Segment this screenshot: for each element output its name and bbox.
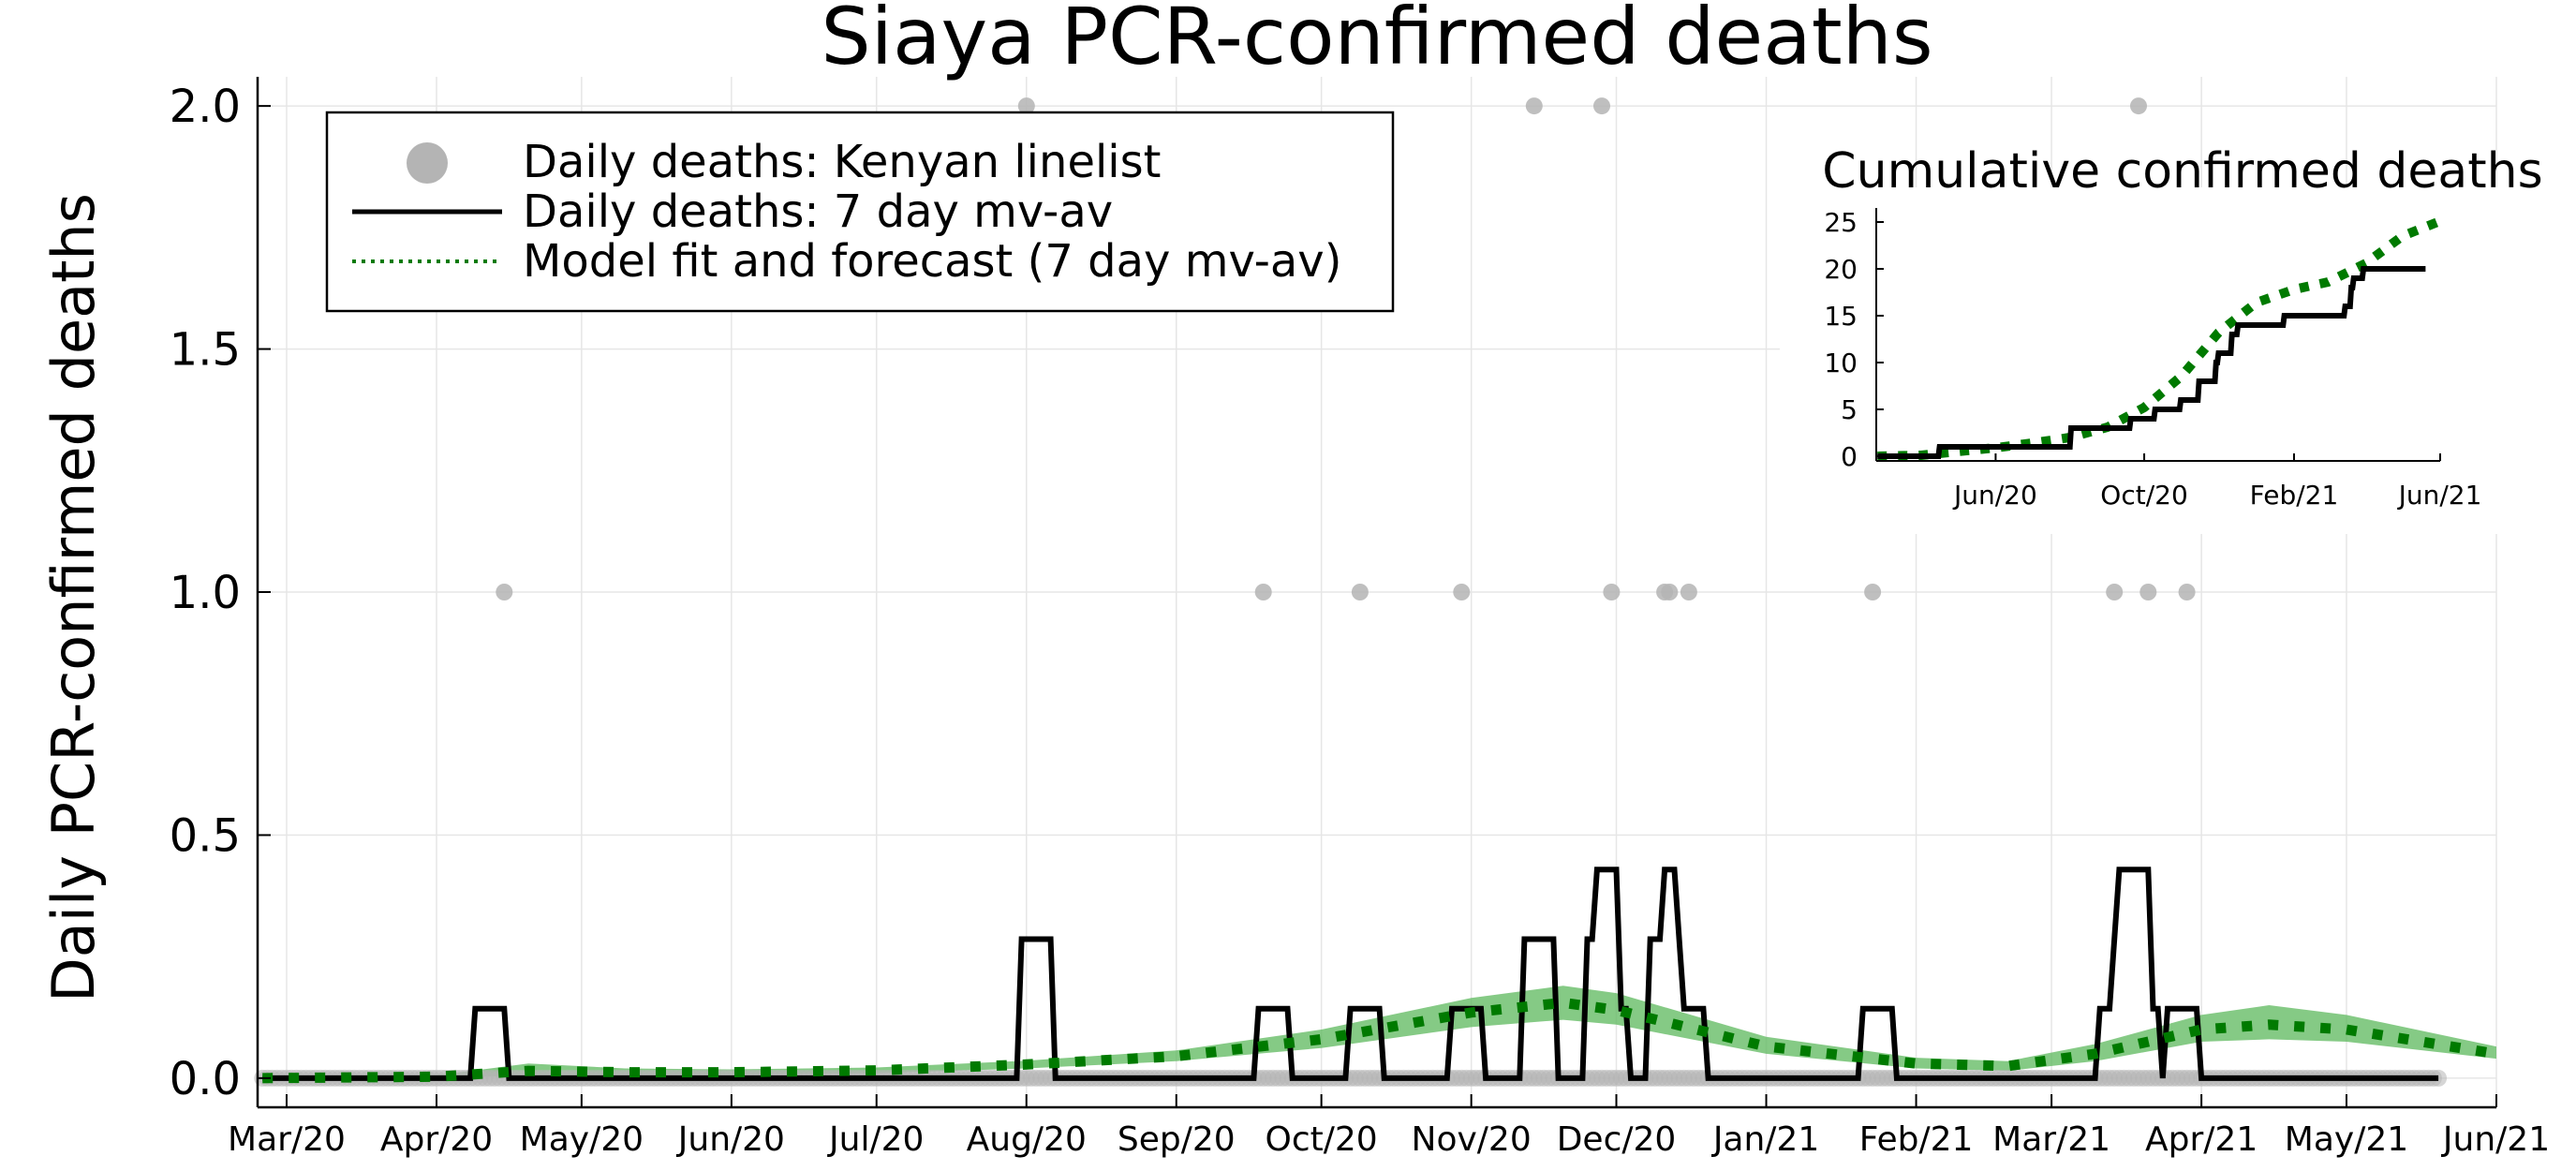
main-x-tick-label-13: Apr/21 [2145, 1120, 2258, 1159]
main-x-tick-label-7: Oct/20 [1266, 1120, 1378, 1159]
inset-y-tick-label-2: 10 [1824, 348, 1858, 378]
inset-x-tick-label-3: Jun/21 [2397, 480, 2482, 511]
inset-y-ticks: 0 5 10 15 20 25 [1824, 207, 1884, 472]
scatter-point-0 [496, 584, 513, 600]
legend-box [325, 111, 1395, 313]
legend-label-scatter: Daily deaths: Kenyan linelist [523, 136, 1161, 188]
main-y-tick-label-2: 1.0 [170, 567, 241, 619]
scatter-point-4 [1453, 584, 1471, 600]
main-y-ticks: 0.0 0.5 1.0 1.5 2.0 [170, 81, 271, 1105]
main-x-tick-label-0: Mar/20 [228, 1120, 346, 1159]
main-x-tick-label-14: May/21 [2285, 1120, 2408, 1159]
main-x-tick-label-1: Apr/20 [380, 1120, 493, 1159]
scatter-point-3 [1351, 584, 1369, 600]
main-series-7day-mvav [262, 867, 2439, 1081]
main-x-tick-label-2: May/20 [520, 1120, 644, 1159]
scatter-point-14 [2139, 584, 2157, 600]
inset-lines [1877, 216, 2442, 461]
scatter-point-15 [2178, 584, 2196, 600]
main-x-tick-label-11: Feb/21 [1859, 1120, 1974, 1159]
scatter-point-12 [2106, 584, 2124, 600]
main-x-tick-label-6: Sep/20 [1118, 1120, 1236, 1159]
inset-series-cumulative [1877, 266, 2426, 459]
main-x-tick-label-4: Jul/20 [827, 1120, 924, 1159]
inset-x-tick-label-2: Feb/21 [2250, 480, 2339, 511]
inset-x-tick-label-1: Oct/20 [2100, 480, 2187, 511]
scatter-point-7 [1603, 584, 1621, 600]
scatter-point-13 [2130, 97, 2147, 115]
scatter-point-6 [1593, 97, 1610, 115]
main-y-axis-label: Daily PCR-confirmed deaths [39, 193, 108, 1002]
main-y-tick-label-0: 0.0 [170, 1053, 241, 1105]
inset-y-tick-label-1: 5 [1841, 394, 1858, 425]
main-x-tick-label-15: Jun/21 [2441, 1120, 2550, 1159]
legend-label-solid: Daily deaths: 7 day mv-av [523, 185, 1113, 238]
legend-label-dotted: Model fit and forecast (7 day mv-av) [523, 235, 1341, 288]
inset-title: Cumulative confirmed deaths [1822, 143, 2542, 200]
inset-axes [1875, 208, 2440, 462]
main-x-tick-label-9: Dec/20 [1557, 1120, 1677, 1159]
scatter-point-1 [1017, 97, 1035, 115]
inset-x-ticks: Jun/20 Oct/20 Feb/21 Jun/21 [1952, 453, 2481, 511]
legend: Daily deaths: Kenyan linelist Daily deat… [325, 111, 1395, 313]
main-x-tick-label-10: Jan/21 [1711, 1120, 1819, 1159]
scatter-point-2 [1254, 584, 1272, 600]
main-title: Siaya PCR-confirmed deaths [821, 0, 1932, 82]
inset-y-tick-label-3: 15 [1824, 301, 1858, 332]
main-y-tick-label-4: 2.0 [170, 81, 241, 133]
inset-series-model [1877, 216, 2442, 461]
main-x-ticks: Mar/20 Apr/20 May/20 Jun/20 Jul/20 Aug/20 Sep/… [228, 1094, 2550, 1159]
main-x-tick-label-12: Mar/21 [1992, 1120, 2110, 1159]
scatter-point-5 [1525, 97, 1543, 115]
scatter-point-9 [1661, 584, 1679, 600]
legend-marker-scatter [407, 142, 448, 184]
main-y-tick-label-3: 1.5 [170, 324, 241, 377]
scatter-point-10 [1680, 584, 1697, 600]
main-x-tick-label-8: Nov/20 [1412, 1120, 1532, 1159]
scatter-point-11 [1864, 584, 1882, 600]
main-x-tick-label-5: Aug/20 [967, 1120, 1087, 1159]
inset-x-tick-label-0: Jun/20 [1952, 480, 2037, 511]
inset-y-tick-label-4: 20 [1824, 254, 1858, 285]
main-lines [262, 867, 2497, 1084]
inset-chart: Cumulative confirmed deaths Jun/20 Oct/20… [1780, 143, 2543, 534]
main-y-tick-label-1: 0.5 [170, 809, 241, 862]
main-x-tick-label-3: Jun/20 [676, 1120, 785, 1159]
inset-y-tick-label-5: 25 [1824, 207, 1858, 238]
inset-y-tick-label-0: 0 [1841, 441, 1858, 472]
inset-background [1780, 187, 2510, 534]
